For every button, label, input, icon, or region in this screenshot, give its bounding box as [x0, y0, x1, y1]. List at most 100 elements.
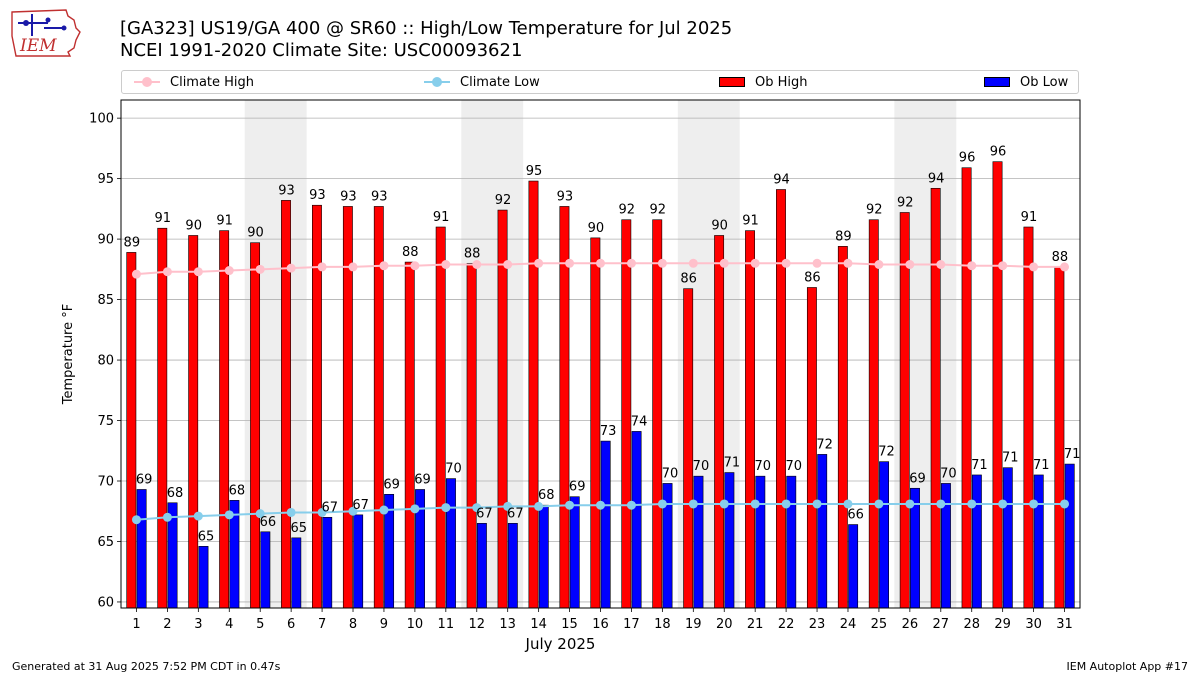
ob-high-bar [714, 235, 725, 609]
ob-high-bar [652, 219, 663, 609]
ob-low-label: 66 [260, 515, 277, 530]
ob-high-bar [250, 242, 261, 609]
climate-high-point [719, 258, 729, 268]
climate-high-swatch [134, 76, 160, 88]
ob-low-label: 65 [291, 521, 308, 536]
ob-high-label: 88 [1052, 250, 1069, 265]
climate-high-point [565, 258, 575, 268]
y-tick-label: 95 [97, 172, 114, 187]
ob-high-label: 91 [154, 211, 171, 226]
iowa-state-outline [11, 9, 81, 57]
climate-high-point [657, 258, 667, 268]
climate-high-point [843, 258, 853, 268]
ob-high-label: 89 [835, 229, 852, 244]
climate-low-point [781, 499, 791, 509]
ob-low-label: 68 [167, 486, 184, 501]
ob-high-label: 90 [247, 226, 264, 241]
x-tick-label: 6 [287, 617, 295, 632]
ob-high-label: 96 [959, 151, 976, 166]
ob-high-bar [745, 230, 755, 609]
legend-item-climate-low: Climate Low [424, 71, 540, 93]
climate-high-point [967, 261, 977, 271]
climate-low-point [596, 500, 605, 510]
y-tick-label: 75 [97, 414, 114, 429]
y-tick-label: 80 [97, 354, 114, 369]
climate-high-point [812, 258, 822, 268]
climate-high-point [503, 259, 513, 269]
x-tick-label: 1 [132, 617, 140, 632]
ob-high-bar [126, 252, 137, 609]
climate-low-point [657, 499, 667, 509]
ob-high-bar [281, 200, 291, 609]
climate-low-point [317, 507, 327, 517]
x-tick-label: 17 [623, 617, 640, 632]
climate-low-point [441, 503, 451, 513]
x-tick-label: 13 [499, 617, 516, 632]
x-tick-label: 22 [778, 617, 795, 632]
ob-low-label: 66 [847, 508, 864, 523]
x-tick-label: 29 [994, 617, 1011, 632]
legend-item-ob-high: Ob High [719, 71, 808, 93]
y-tick-label: 100 [89, 112, 114, 127]
climate-high-point [193, 267, 203, 277]
climate-high-point [348, 262, 358, 272]
ob-high-label: 92 [495, 193, 512, 208]
climate-low-point [936, 499, 946, 509]
climate-high-point [379, 261, 389, 271]
ob-high-label: 91 [433, 210, 450, 225]
climate-low-point [688, 499, 698, 509]
x-tick-label: 28 [963, 617, 980, 632]
ob-low-label: 68 [229, 483, 246, 498]
ob-high-bar [930, 187, 941, 609]
ob-low-label: 72 [878, 445, 895, 460]
climate-high-point [131, 269, 141, 279]
climate-high-point [750, 258, 760, 268]
ob-high-bar [868, 219, 879, 609]
ob-low-label: 70 [445, 462, 462, 477]
ob-low-label: 70 [755, 459, 772, 474]
x-tick-label: 12 [468, 617, 485, 632]
climate-low-point [379, 505, 389, 515]
x-tick-label: 30 [1025, 617, 1042, 632]
ob-high-label: 88 [464, 246, 481, 261]
y-tick-label: 70 [97, 475, 114, 490]
climate-low-point [410, 504, 420, 514]
y-tick-label: 60 [97, 595, 114, 610]
ob-low-bar [1033, 474, 1044, 609]
ob-high-bar [435, 226, 446, 609]
climate-high-point [1029, 262, 1039, 272]
climate-low-point [348, 506, 358, 516]
climate-low-point [503, 501, 513, 511]
climate-high-point [688, 258, 698, 268]
ob-high-bar [219, 230, 230, 609]
ob-high-swatch [719, 77, 745, 87]
x-tick-label: 27 [933, 617, 950, 632]
ob-low-bar [353, 514, 364, 609]
y-tick-label: 85 [97, 293, 114, 308]
x-tick-label: 14 [530, 617, 547, 632]
ob-low-label: 69 [909, 471, 926, 486]
climate-high-point [286, 263, 296, 273]
climate-low-point [131, 515, 141, 525]
ob-low-bar [971, 474, 982, 609]
climate-low-point [1029, 499, 1039, 509]
ob-low-label: 69 [136, 472, 153, 487]
climate-low-point [565, 500, 575, 510]
climate-low-point [874, 499, 884, 509]
ob-high-label: 90 [185, 218, 202, 233]
ob-low-bar [260, 531, 271, 609]
climate-low-point [719, 499, 729, 509]
footer-app: IEM Autoplot App #17 [1066, 660, 1189, 673]
ob-high-bar [961, 167, 972, 609]
ob-low-bar [291, 537, 302, 609]
climate-high-point [534, 258, 544, 268]
climate-low-point [286, 507, 296, 517]
climate-low-point [224, 510, 234, 520]
x-tick-label: 31 [1056, 617, 1073, 632]
ob-low-label: 69 [569, 480, 586, 495]
ob-low-bar [755, 475, 766, 609]
ob-low-label: 71 [1033, 458, 1050, 473]
ob-high-label: 93 [278, 183, 295, 198]
x-tick-label: 16 [592, 617, 609, 632]
